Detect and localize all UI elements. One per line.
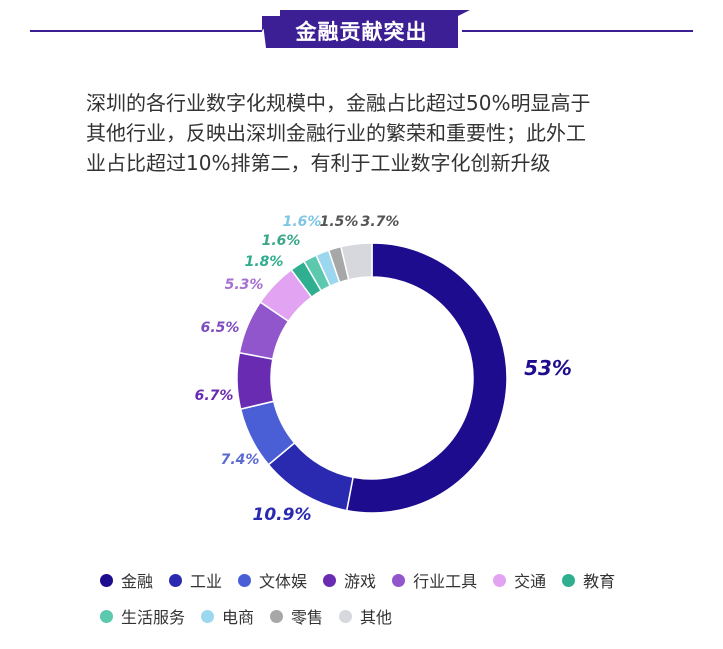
legend-item-retail: 零售 <box>270 604 323 628</box>
legend-label: 行业工具 <box>413 572 478 591</box>
legend-label: 教育 <box>583 572 616 591</box>
legend-row-1: 金融 工业 文体娱 游戏 行业工具 交通 教育 <box>100 562 700 598</box>
banner-notch <box>262 16 272 31</box>
slice-金融 <box>345 242 508 514</box>
legend-label: 文体娱 <box>259 572 308 591</box>
intro-line-1: 深圳的各行业数字化规模中，金融占比超过50%明显高于 <box>86 91 591 115</box>
legend-dot <box>562 573 576 587</box>
slice-label-工业: 10.9% <box>253 505 312 525</box>
legend-label: 零售 <box>291 608 324 627</box>
slice-label-文体娱: 7.4% <box>221 452 260 468</box>
legend-dot <box>323 573 337 587</box>
legend-item-industry: 工业 <box>169 568 222 592</box>
intro-text: 深圳的各行业数字化规模中，金融占比超过50%明显高于 其他行业，反映出深圳金融行… <box>86 88 686 178</box>
slice-游戏 <box>236 351 275 411</box>
legend-item-other: 其他 <box>339 604 392 628</box>
slice-label-交通: 5.3% <box>225 277 264 293</box>
legend-dot <box>100 609 113 623</box>
legend-item-games: 游戏 <box>323 568 376 592</box>
legend-dot <box>270 609 284 623</box>
slice-label-其他: 3.7% <box>361 214 400 230</box>
legend-label: 金融 <box>121 572 154 591</box>
legend-dot <box>493 573 507 587</box>
banner-shape <box>262 10 470 48</box>
slice-label-电商: 1.6% <box>283 214 322 230</box>
slice-label-生活服务: 1.6% <box>262 233 301 249</box>
slice-label-金融: 53% <box>524 356 572 380</box>
legend-label: 电商 <box>222 608 255 627</box>
page-title: 金融贡献突出 <box>295 20 428 44</box>
slice-label-游戏: 6.7% <box>195 388 234 404</box>
legend-item-entertainment: 文体娱 <box>238 568 307 592</box>
legend-item-transport: 交通 <box>493 568 546 592</box>
legend-label: 工业 <box>190 572 223 591</box>
legend-dot <box>238 573 252 587</box>
legend-dot <box>100 573 113 587</box>
legend-dot <box>339 609 353 623</box>
chart-legend: 金融 工业 文体娱 游戏 行业工具 交通 教育 生活服务 电商 零售 其他 <box>100 562 700 634</box>
legend-label: 交通 <box>514 572 547 591</box>
legend-row-2: 生活服务 电商 零售 其他 <box>100 598 700 634</box>
legend-item-education: 教育 <box>562 568 615 592</box>
legend-dot <box>201 609 215 623</box>
legend-label: 生活服务 <box>121 608 186 627</box>
intro-line-2: 其他行业，反映出深圳金融行业的繁荣和重要性；此外工 <box>86 121 586 145</box>
legend-label: 游戏 <box>344 572 377 591</box>
legend-label: 其他 <box>360 608 393 627</box>
legend-item-finance: 金融 <box>100 568 153 592</box>
slice-label-零售: 1.5% <box>320 214 359 230</box>
legend-item-ecommerce: 电商 <box>201 604 254 628</box>
intro-line-3: 业占比超过10%排第二，有利于工业数字化创新升级 <box>86 151 551 175</box>
slice-label-教育: 1.8% <box>245 254 284 270</box>
legend-dot <box>169 573 183 587</box>
header-banner <box>30 10 693 48</box>
legend-item-life-services: 生活服务 <box>100 604 185 628</box>
slice-label-行业工具: 6.5% <box>201 320 240 336</box>
legend-item-tools: 行业工具 <box>392 568 477 592</box>
legend-dot <box>392 573 406 587</box>
slice-其他 <box>339 242 373 281</box>
